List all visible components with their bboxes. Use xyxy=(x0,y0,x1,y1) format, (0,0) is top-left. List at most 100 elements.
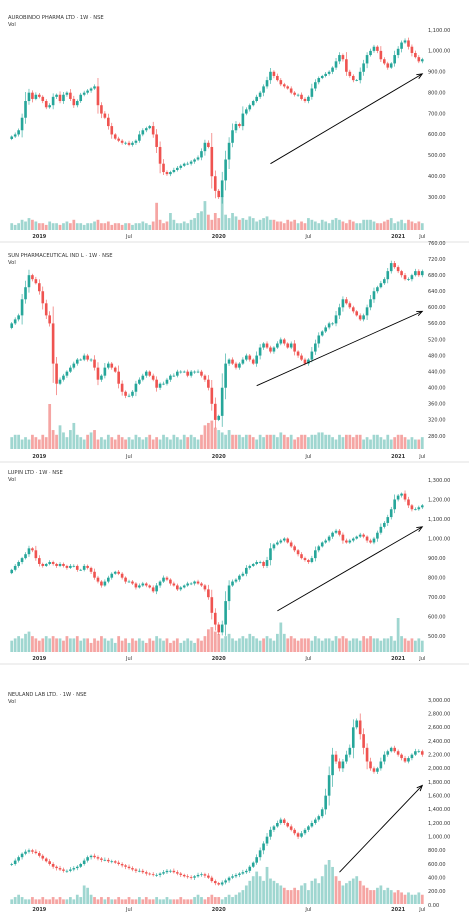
candle-body xyxy=(262,343,265,348)
candle-body xyxy=(141,870,145,873)
y-tick-label: 480.00 xyxy=(428,353,446,359)
volume-bar xyxy=(224,214,228,230)
candle-body xyxy=(403,275,407,280)
candle-body xyxy=(289,542,293,547)
candle-body xyxy=(383,59,386,64)
candle-body xyxy=(58,379,62,384)
volume-bar xyxy=(255,221,259,230)
volume-bar xyxy=(279,622,283,652)
candle-body xyxy=(169,172,172,175)
candle-body xyxy=(245,567,248,574)
volume-bar xyxy=(234,434,238,449)
candle-body xyxy=(193,581,196,584)
candle-body xyxy=(82,355,86,360)
candle-body xyxy=(396,495,400,500)
candle-body xyxy=(93,86,96,89)
candle-body xyxy=(376,46,379,51)
candle-body xyxy=(348,747,352,755)
candle-body xyxy=(303,359,307,364)
chart-panel-neuland: NEULAND LAB LTD. · 1W · NSE Vol 3,000.00… xyxy=(8,692,450,913)
candle-body xyxy=(75,565,79,570)
y-tick-label: 1,100.00 xyxy=(428,517,450,523)
candle-body xyxy=(131,581,134,584)
candle-body xyxy=(196,874,200,877)
volume-bar xyxy=(131,439,134,449)
volume-bar xyxy=(100,223,103,230)
candle-body xyxy=(10,569,14,574)
volume-bar xyxy=(417,638,421,652)
volume-bar xyxy=(393,437,397,449)
candle-body xyxy=(396,267,400,272)
volume-bar xyxy=(155,897,159,904)
volume-bar xyxy=(324,434,328,449)
volume-bar xyxy=(151,221,155,230)
candle-body xyxy=(48,315,51,324)
volume-bar xyxy=(148,638,152,652)
volume-bar xyxy=(144,642,148,652)
candle-body xyxy=(293,92,296,95)
volume-bar xyxy=(113,642,117,652)
volume-bar xyxy=(365,219,369,230)
candle-body xyxy=(31,92,34,99)
volume-bar xyxy=(69,223,72,230)
candle-body xyxy=(338,307,341,316)
candle-body xyxy=(107,859,110,862)
candle-body xyxy=(272,71,276,76)
volume-bar xyxy=(138,897,141,904)
y-tick-label: 900.00 xyxy=(428,556,446,562)
volume-bar xyxy=(182,640,186,652)
candle-body xyxy=(186,876,189,878)
volume-bar xyxy=(75,894,79,904)
volume-bar xyxy=(231,434,234,449)
candle-body xyxy=(351,75,355,81)
volume-bar xyxy=(110,899,114,904)
volume-bar xyxy=(400,434,403,449)
y-tick-label: 600.00 xyxy=(428,305,446,311)
candle-body xyxy=(110,363,114,368)
volume-bar xyxy=(379,640,383,652)
candle-body xyxy=(303,98,307,102)
candle-body xyxy=(148,371,152,376)
volume-bar xyxy=(327,223,331,230)
volume-bar xyxy=(186,437,190,449)
volume-bar xyxy=(331,640,334,652)
volume-bar xyxy=(155,636,159,652)
volume-bar xyxy=(117,636,121,652)
candle-body xyxy=(403,40,407,43)
candle-body xyxy=(193,876,196,878)
volume-bar xyxy=(96,439,100,449)
volume-bar xyxy=(96,640,100,652)
candle-body xyxy=(255,857,258,863)
volume-bar xyxy=(72,422,76,449)
volume-bar xyxy=(231,897,234,904)
volume-bar xyxy=(331,219,334,230)
volume-bar xyxy=(355,223,359,230)
volume-bar xyxy=(24,899,27,904)
candle-body xyxy=(338,55,341,62)
volume-bar xyxy=(420,894,424,904)
volume-bar xyxy=(376,223,379,230)
candle-body xyxy=(379,283,383,288)
candle-body xyxy=(165,379,169,384)
candle-body xyxy=(217,190,221,198)
volume-bar xyxy=(106,897,110,904)
y-tick-label: 2,400.00 xyxy=(428,739,450,745)
volume-bar xyxy=(293,887,297,904)
y-tick-label: 200.00 xyxy=(428,889,446,895)
volume-bar xyxy=(34,638,38,652)
volume-bar xyxy=(196,638,200,652)
volume-bar xyxy=(338,434,341,449)
candle-body xyxy=(231,581,234,586)
volume-bar xyxy=(34,437,38,449)
candle-body xyxy=(24,851,27,854)
volume-bar xyxy=(158,219,162,230)
candle-body xyxy=(355,536,359,539)
trend-arrow-head xyxy=(416,310,424,317)
candle-body xyxy=(262,562,265,566)
candle-body xyxy=(220,387,224,416)
y-tick-label: 600.00 xyxy=(428,862,446,868)
volume-bar xyxy=(279,432,283,449)
volume-bar xyxy=(172,219,176,230)
candle-body xyxy=(403,758,407,762)
candle-body xyxy=(189,371,193,376)
